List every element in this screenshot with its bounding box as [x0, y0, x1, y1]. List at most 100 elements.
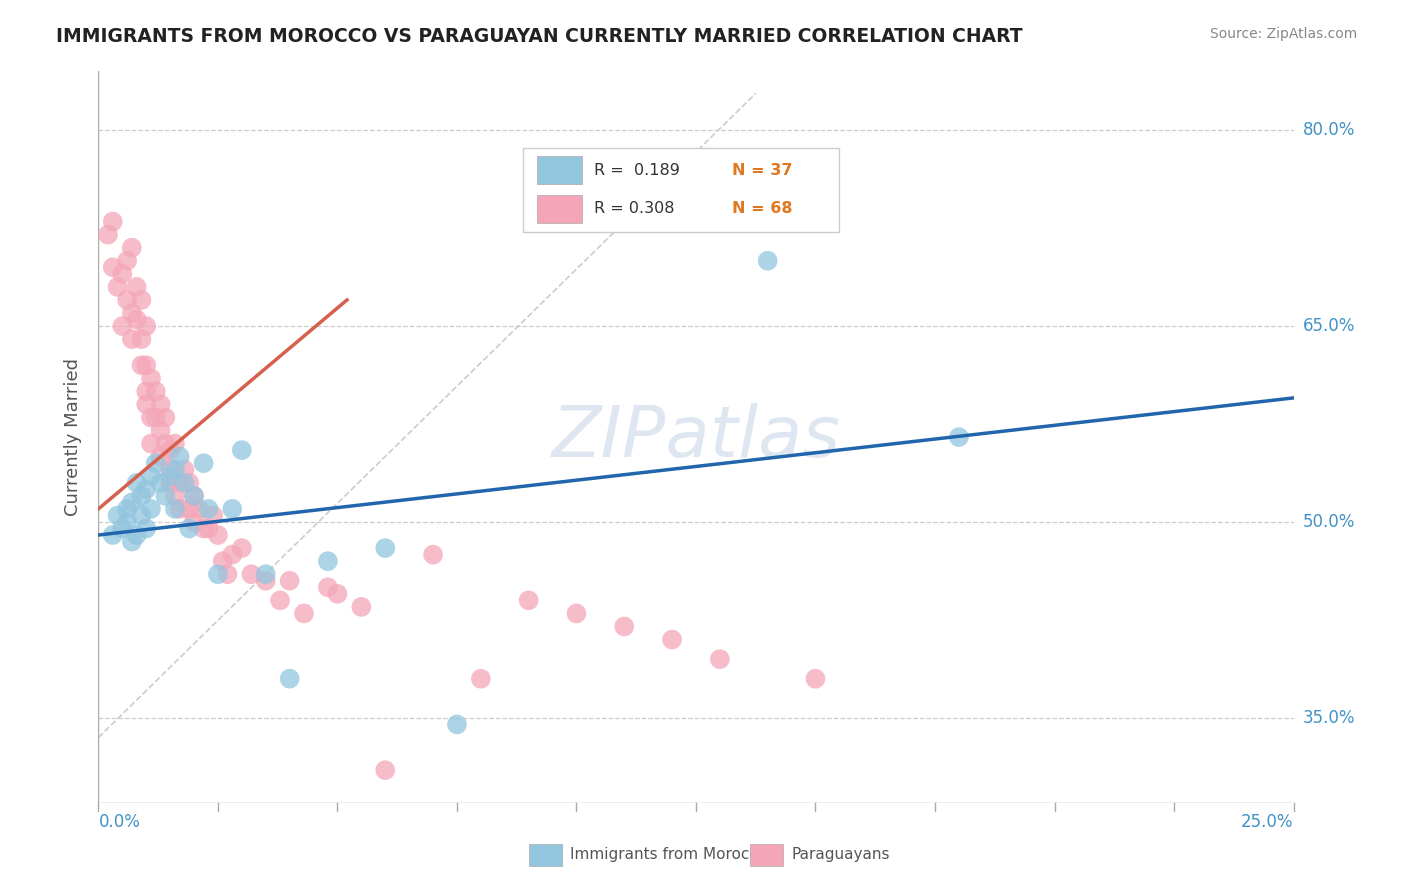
- Point: [269, 593, 291, 607]
- Point: [163, 436, 186, 450]
- Point: [169, 475, 191, 490]
- Point: [183, 489, 205, 503]
- Point: [278, 574, 301, 588]
- Point: [197, 502, 219, 516]
- FancyBboxPatch shape: [537, 195, 582, 223]
- Point: [422, 548, 444, 562]
- FancyBboxPatch shape: [523, 148, 839, 232]
- Point: [125, 312, 148, 326]
- Point: [125, 528, 148, 542]
- Text: 80.0%: 80.0%: [1303, 121, 1355, 139]
- Point: [125, 475, 148, 490]
- Point: [121, 495, 143, 509]
- Point: [139, 469, 162, 483]
- Point: [173, 475, 195, 490]
- Point: [207, 567, 229, 582]
- Point: [221, 548, 243, 562]
- Point: [183, 515, 205, 529]
- Point: [446, 717, 468, 731]
- Point: [350, 599, 373, 614]
- Point: [163, 489, 186, 503]
- Point: [149, 475, 172, 490]
- Point: [131, 508, 153, 523]
- Point: [145, 410, 167, 425]
- Point: [107, 280, 129, 294]
- Point: [756, 253, 779, 268]
- Point: [231, 541, 253, 555]
- Text: R =  0.189: R = 0.189: [595, 162, 681, 178]
- Point: [231, 443, 253, 458]
- Point: [131, 293, 153, 307]
- Point: [149, 424, 172, 438]
- Point: [101, 528, 124, 542]
- Point: [159, 475, 181, 490]
- Text: IMMIGRANTS FROM MOROCCO VS PARAGUAYAN CURRENTLY MARRIED CORRELATION CHART: IMMIGRANTS FROM MOROCCO VS PARAGUAYAN CU…: [56, 27, 1024, 45]
- Point: [517, 593, 540, 607]
- Y-axis label: Currently Married: Currently Married: [63, 358, 82, 516]
- Point: [326, 587, 349, 601]
- Text: 0.0%: 0.0%: [98, 814, 141, 831]
- FancyBboxPatch shape: [529, 844, 562, 866]
- Point: [278, 672, 301, 686]
- Point: [254, 574, 277, 588]
- Point: [107, 508, 129, 523]
- Point: [187, 502, 209, 516]
- Point: [193, 456, 215, 470]
- Text: Paraguayans: Paraguayans: [792, 847, 890, 863]
- Point: [169, 502, 191, 516]
- Point: [661, 632, 683, 647]
- Point: [135, 522, 157, 536]
- Point: [139, 436, 162, 450]
- Point: [111, 319, 134, 334]
- FancyBboxPatch shape: [749, 844, 783, 866]
- Point: [149, 397, 172, 411]
- Point: [179, 502, 201, 516]
- Point: [145, 456, 167, 470]
- Point: [202, 508, 225, 523]
- Point: [111, 267, 134, 281]
- Point: [135, 384, 157, 399]
- Point: [121, 332, 143, 346]
- Point: [121, 241, 143, 255]
- Point: [254, 567, 277, 582]
- Point: [316, 580, 339, 594]
- Point: [613, 619, 636, 633]
- Point: [155, 489, 177, 503]
- Text: 25.0%: 25.0%: [1241, 814, 1294, 831]
- Point: [193, 522, 215, 536]
- Point: [115, 502, 138, 516]
- Point: [169, 450, 191, 464]
- Point: [159, 463, 181, 477]
- Point: [159, 469, 181, 483]
- Point: [804, 672, 827, 686]
- Point: [163, 463, 186, 477]
- Point: [145, 384, 167, 399]
- Text: 50.0%: 50.0%: [1303, 513, 1355, 531]
- Point: [163, 502, 186, 516]
- Point: [135, 397, 157, 411]
- Point: [179, 475, 201, 490]
- Point: [374, 541, 396, 555]
- Point: [221, 502, 243, 516]
- Point: [139, 371, 162, 385]
- Point: [470, 672, 492, 686]
- Text: ZIPatlas: ZIPatlas: [551, 402, 841, 472]
- Text: N = 37: N = 37: [733, 162, 793, 178]
- Point: [135, 483, 157, 497]
- Text: N = 68: N = 68: [733, 202, 793, 217]
- Point: [155, 436, 177, 450]
- Point: [139, 410, 162, 425]
- Point: [125, 280, 148, 294]
- Text: R = 0.308: R = 0.308: [595, 202, 675, 217]
- Point: [121, 306, 143, 320]
- Point: [111, 522, 134, 536]
- Point: [115, 293, 138, 307]
- Point: [135, 319, 157, 334]
- Point: [131, 489, 153, 503]
- Point: [179, 522, 201, 536]
- Point: [207, 528, 229, 542]
- Point: [183, 489, 205, 503]
- Point: [101, 214, 124, 228]
- Point: [101, 260, 124, 275]
- Point: [316, 554, 339, 568]
